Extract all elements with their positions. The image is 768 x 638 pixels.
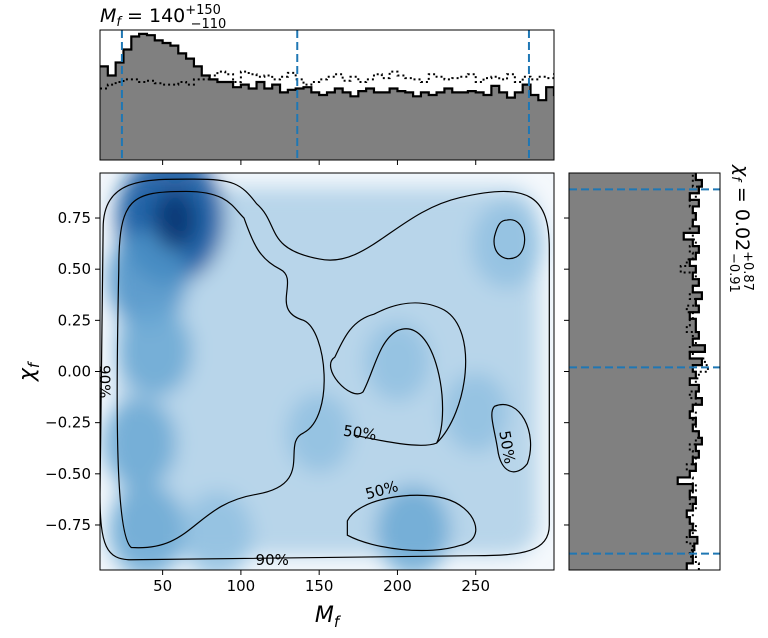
heat-peak-3 bbox=[101, 397, 177, 489]
top-marginal-frame bbox=[99, 29, 555, 161]
x-axis-label: Mf bbox=[315, 603, 342, 631]
top-marginal-ticks bbox=[162, 160, 477, 165]
right-marginal-histogram bbox=[569, 173, 720, 570]
contour-label: 90% bbox=[96, 365, 114, 398]
y-tick-label: −0.75 bbox=[45, 516, 91, 534]
contour-50-center-b bbox=[373, 302, 467, 444]
y-axis-ticks: −0.75 −0.50 −0.25 0.00 0.25 0.50 0.75 bbox=[45, 209, 100, 534]
x-tick-label: 100 bbox=[227, 577, 256, 595]
right-marginal-title: χf = 0.02+0.87−0.91 bbox=[726, 164, 755, 293]
heatmap-blobs bbox=[101, 173, 543, 570]
contours bbox=[100, 178, 550, 561]
x-tick-label: 250 bbox=[461, 577, 490, 595]
heat-peak-9 bbox=[286, 393, 352, 473]
heat-peak-10 bbox=[443, 372, 509, 453]
top-hist-dotted bbox=[100, 70, 554, 90]
top-marginal-panel: Mf = 140+150 −110 bbox=[99, 3, 555, 165]
right-marginal-ticks bbox=[564, 217, 569, 526]
heat-peak-5 bbox=[181, 491, 254, 570]
top-hist-outline bbox=[100, 32, 554, 102]
heat-peak-6 bbox=[375, 485, 451, 570]
heat-peak-4 bbox=[108, 483, 186, 570]
right-hist-outline bbox=[676, 173, 706, 570]
heat-peak-7 bbox=[471, 201, 543, 289]
top-marginal-histogram bbox=[100, 30, 554, 160]
y-tick-label: 0.50 bbox=[58, 260, 91, 278]
contour-90-outer bbox=[100, 178, 550, 561]
y-tick-label: −0.25 bbox=[45, 414, 91, 432]
top-hist-fill bbox=[100, 33, 554, 160]
heat-peak-2 bbox=[117, 305, 192, 397]
y-axis-label: χf bbox=[15, 360, 43, 382]
y-tick-label: 0.25 bbox=[58, 311, 91, 329]
contour-label: 50% bbox=[495, 429, 519, 465]
heat-peak-8 bbox=[364, 321, 431, 402]
contour-label: 90% bbox=[256, 551, 289, 569]
y-tick-label: 0.00 bbox=[58, 363, 91, 381]
right-marginal-panel: χf = 0.02+0.87−0.91 bbox=[564, 164, 755, 571]
contour-50-left bbox=[116, 190, 325, 549]
y-tick-label: 0.75 bbox=[58, 209, 91, 227]
contour-label: 50% bbox=[342, 422, 378, 444]
heat-peak-1 bbox=[106, 230, 188, 329]
x-tick-label: 150 bbox=[305, 577, 334, 595]
heat-base bbox=[115, 187, 539, 556]
y-tick-label: −0.50 bbox=[45, 465, 91, 483]
top-marginal-title: Mf = 140+150 −110 bbox=[100, 3, 226, 32]
x-axis-ticks: 50 100 150 200 250 bbox=[153, 570, 490, 595]
joint-panel: 90%90%50% 50%50% 50 100 150 200 250 −0.75−0.5… bbox=[15, 172, 555, 631]
x-tick-label: 50 bbox=[153, 577, 172, 595]
right-hist-fill bbox=[569, 173, 705, 570]
contour-50-right bbox=[491, 404, 532, 473]
x-tick-label: 200 bbox=[383, 577, 412, 595]
heat-core bbox=[153, 190, 198, 251]
density-heatmap bbox=[101, 173, 543, 570]
contour-50-center bbox=[329, 313, 444, 446]
contour-50-bottom bbox=[346, 494, 477, 552]
contour-50-island bbox=[493, 219, 526, 260]
